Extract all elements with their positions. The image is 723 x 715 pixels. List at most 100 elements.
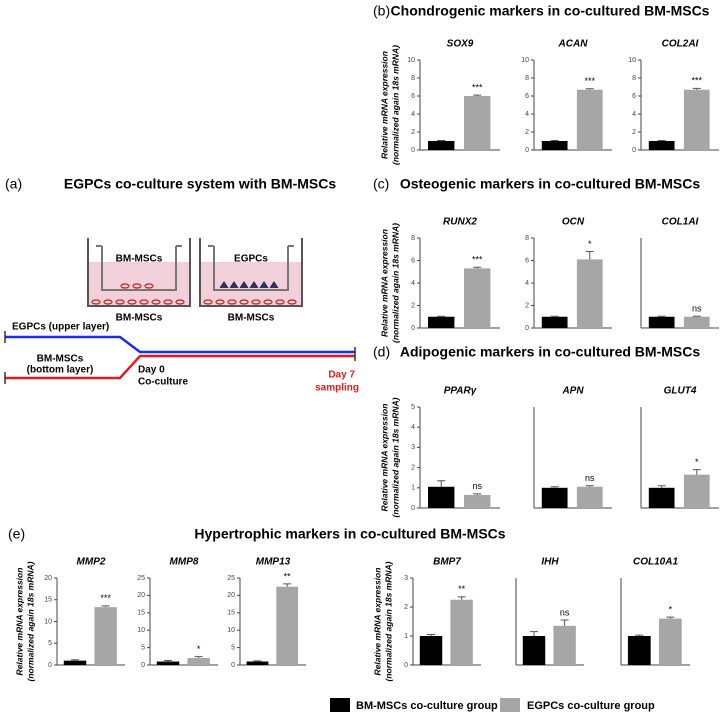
schematic-label: Day 7 [328,370,355,381]
chart-title: BMP7 [433,557,461,568]
medium [200,262,302,306]
panel-label: (d) [373,344,390,360]
bar [683,89,710,150]
y-tick-label: 15 [227,610,235,617]
schematic: BM-MSCs EGPCs BM-MSCs BM-MSCs EGPCs (upp… [4,238,359,394]
significance: *** [472,255,483,265]
significance: *** [585,76,596,86]
panel-label: (c) [373,176,389,192]
significance: *** [100,593,111,603]
panel-title: Chondrogenic markers in co-cultured BM-M… [391,3,710,19]
y-tick-label: 6 [411,257,415,264]
y-tick-label: 2 [525,302,529,309]
y-tick-label: 6 [525,257,529,264]
y-tick-label: 6 [411,93,415,100]
well [87,238,191,307]
error-bar [657,485,666,488]
insert [208,245,294,291]
y-tick-label: 3 [411,444,415,451]
panel-title: Hypertrophic markers in co-cultured BM-M… [194,526,505,542]
y-tick-label: 25 [227,575,235,582]
y-axis-label: (normalized again 18s mRNA) [390,45,400,165]
bar [658,618,682,665]
error-bar [550,486,559,488]
chart-title: COL2AI [662,39,699,50]
legend-swatch [330,698,350,712]
bar [576,259,603,328]
bar [576,486,603,508]
panel-title: Adipogenic markers in co-cultured BM-MSC… [400,344,700,360]
y-tick-label: 20 [137,592,145,599]
bar [464,268,491,328]
bar [464,494,491,508]
cells [91,283,297,305]
error-bar [692,315,701,317]
error-bar [473,94,482,96]
y-tick-label: 0 [525,325,529,332]
legend-label: BM-MSCs co-culture group [356,700,498,712]
schematic-label: BM-MSCs [228,313,275,324]
legend-label: EGPCs co-culture group [527,700,655,712]
y-tick-label: 2 [411,302,415,309]
chart-title: PPARγ [444,386,478,397]
panel-title: Osteogenic markers in co-cultured BM-MSC… [400,176,701,192]
y-axis-label: (normalized again 18s mRNA) [383,561,393,681]
error-bar [560,619,569,626]
bar [541,316,568,328]
y-tick-label: 2 [404,604,408,611]
legend-swatch [500,698,520,712]
y-axis-label: (normalized again 18s mRNA) [390,223,400,343]
y-axis-label: (normalized again 18s mRNA) [25,561,35,681]
significance: ** [458,584,466,594]
chart-title: MMP8 [170,557,199,568]
y-tick-label: 20 [227,592,235,599]
y-tick-label: 10 [521,57,529,64]
timeline-upper [5,335,355,354]
y-tick-label: 5 [411,404,415,411]
significance: ns [472,481,482,491]
y-tick-label: 4 [632,111,636,118]
timeline-bottom [5,354,355,380]
schematic-label: EGPCs (upper layer) [12,322,109,333]
timeline-ends [4,331,356,384]
bar [464,96,491,150]
y-axis-label: Relative mRNA expression [379,404,389,512]
y-axis-label: (normalized again 18s mRNA) [390,397,400,517]
bar [541,141,568,150]
y-tick-label: 2 [632,129,636,136]
chart-title: GLUT4 [664,386,697,397]
error-bar [164,659,173,662]
panel-label: (a) [5,176,22,192]
y-axis-label: Relative mRNA expression [379,51,389,159]
y-tick-label: 0 [411,147,415,154]
significance: ns [560,607,570,617]
error-bar [71,659,80,661]
y-tick-label: 2 [411,129,415,136]
y-tick-label: 2 [525,129,529,136]
significance: * [669,605,673,615]
y-tick-label: 0 [525,147,529,154]
bar [187,658,210,665]
y-tick-label: 4 [411,111,415,118]
significance: ns [585,473,595,483]
chart-title: APN [561,386,584,397]
error-bar [437,480,446,487]
error-bar [101,605,110,608]
error-bar [473,266,482,269]
significance: ns [692,304,702,314]
bar [627,636,651,665]
y-tick-label: 15 [44,597,52,604]
error-bar [692,469,701,475]
bar [428,486,455,508]
panel-label: (e) [8,526,25,542]
schematic-label: sampling [315,383,359,394]
bar [63,660,87,665]
bar [428,141,455,150]
y-tick-label: 2 [411,464,415,471]
error-bar [457,596,466,600]
bar [648,141,675,150]
chart-title: MMP13 [256,557,291,568]
y-tick-label: 8 [525,75,529,82]
y-tick-label: 0 [632,147,636,154]
